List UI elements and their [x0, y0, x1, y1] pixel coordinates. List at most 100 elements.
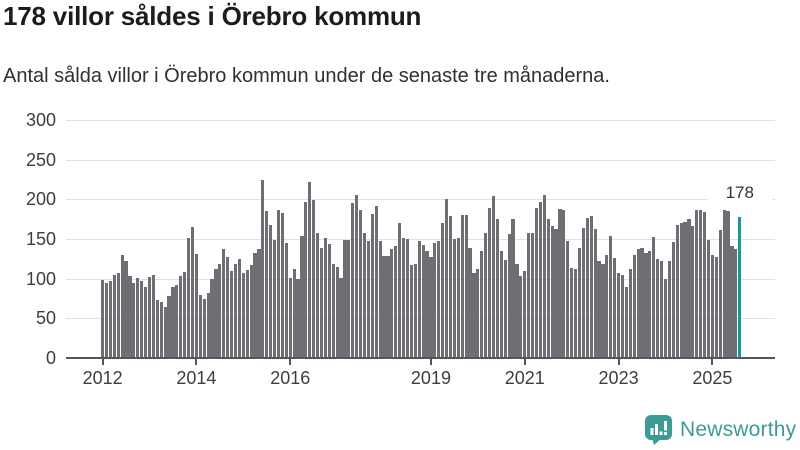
bar-month: [507, 234, 511, 358]
x-axis-tick-label: 2019: [410, 368, 451, 388]
bar-month: [444, 199, 449, 358]
bar-month: [538, 201, 542, 358]
bar-month: [484, 233, 488, 358]
y-axis-tick-label: 300: [25, 110, 56, 130]
bar-month: [190, 227, 195, 358]
bar-month: [605, 254, 609, 358]
bar-month: [487, 208, 492, 358]
bar-month: [585, 217, 589, 358]
bar-month: [151, 275, 155, 358]
brand-name: Newsworthy: [680, 418, 797, 441]
x-axis-tick-label: 2025: [692, 368, 733, 388]
bar-month: [229, 270, 234, 358]
bar-month: [347, 239, 351, 358]
bar-month: [335, 266, 339, 358]
bar-month: [644, 253, 648, 358]
bar-month: [601, 264, 605, 358]
y-axis-tick-label: 50: [35, 308, 56, 329]
x-axis-tick: [101, 359, 104, 365]
bar-month: [222, 249, 226, 358]
x-axis-tick-label: 2016: [270, 368, 311, 388]
bar-month: [312, 200, 316, 358]
bar-month: [292, 269, 296, 358]
bar-month: [358, 209, 363, 358]
bar-month: [128, 276, 132, 358]
bar-month: [394, 246, 398, 358]
bar-month: [456, 238, 460, 358]
bar-month: [546, 219, 550, 358]
bar-month: [300, 235, 304, 358]
x-axis-tick: [289, 359, 292, 365]
bar-month: [167, 296, 171, 358]
bar-month: [362, 232, 367, 358]
x-axis-tick-label: 2021: [504, 368, 545, 388]
bar-month: [527, 232, 531, 358]
bar-month: [691, 226, 695, 358]
bar-month: [206, 292, 210, 358]
bar-month: [319, 247, 324, 358]
bar-month: [687, 219, 691, 358]
bar-month: [437, 241, 441, 358]
gridline: [66, 239, 775, 240]
y-axis-tick-label: 100: [25, 268, 56, 289]
bar-month: [534, 208, 539, 358]
bar-month: [620, 274, 625, 358]
bar-month: [663, 278, 668, 358]
bar-month: [226, 257, 230, 358]
bar-month: [472, 273, 476, 358]
y-axis-tick-label: 150: [25, 229, 56, 249]
bar-month: [589, 215, 593, 358]
bar-month: [441, 223, 445, 358]
bar-month: [366, 241, 370, 358]
bar-month: [636, 249, 640, 358]
bar-month: [323, 238, 327, 358]
bar-month: [124, 261, 128, 358]
x-axis-tick: [711, 359, 714, 365]
bar-month: [304, 201, 308, 358]
bar-month: [261, 180, 265, 358]
bar-month: [652, 236, 656, 358]
bar-month: [296, 278, 300, 358]
bar-month: [734, 249, 738, 358]
bar-month: [726, 211, 730, 358]
bar-month: [542, 195, 546, 358]
bar-month: [495, 219, 499, 358]
bar-month: [523, 270, 527, 358]
x-axis-tick-label: 2014: [176, 368, 217, 388]
bar-month: [581, 227, 585, 358]
bar-month: [695, 210, 699, 358]
bar-month: [464, 215, 468, 358]
bar-month: [667, 261, 671, 358]
bar-month: [269, 224, 273, 358]
bar-month: [116, 273, 120, 358]
bar-month: [530, 233, 535, 358]
bar-month: [343, 239, 347, 358]
gridline: [66, 120, 775, 121]
bar-month: [468, 247, 472, 358]
x-axis-tick: [617, 359, 620, 365]
bar-month: [624, 286, 628, 358]
bar-month: [476, 269, 480, 358]
bar-month: [198, 295, 202, 358]
bar-month: [331, 264, 335, 358]
bar-month: [452, 239, 456, 358]
bar-month: [499, 250, 503, 358]
bar-month: [370, 214, 374, 358]
bar-month: [390, 249, 394, 358]
bar-month: [112, 275, 116, 358]
bar-month: [233, 264, 238, 358]
bar-month: [710, 254, 714, 358]
bar-month: [632, 254, 636, 358]
bar-month: [409, 265, 413, 358]
bar-month: [101, 280, 105, 358]
bar-month: [480, 250, 484, 358]
highlight-value-label: 178: [707, 183, 772, 203]
x-axis-tick: [429, 359, 432, 365]
bar-month: [339, 277, 343, 358]
bar-month: [155, 300, 159, 358]
bar-month: [210, 278, 214, 358]
bar-month: [143, 286, 148, 358]
bar-month: [288, 277, 292, 358]
bar-month: [511, 219, 515, 358]
bar-month: [398, 223, 402, 358]
